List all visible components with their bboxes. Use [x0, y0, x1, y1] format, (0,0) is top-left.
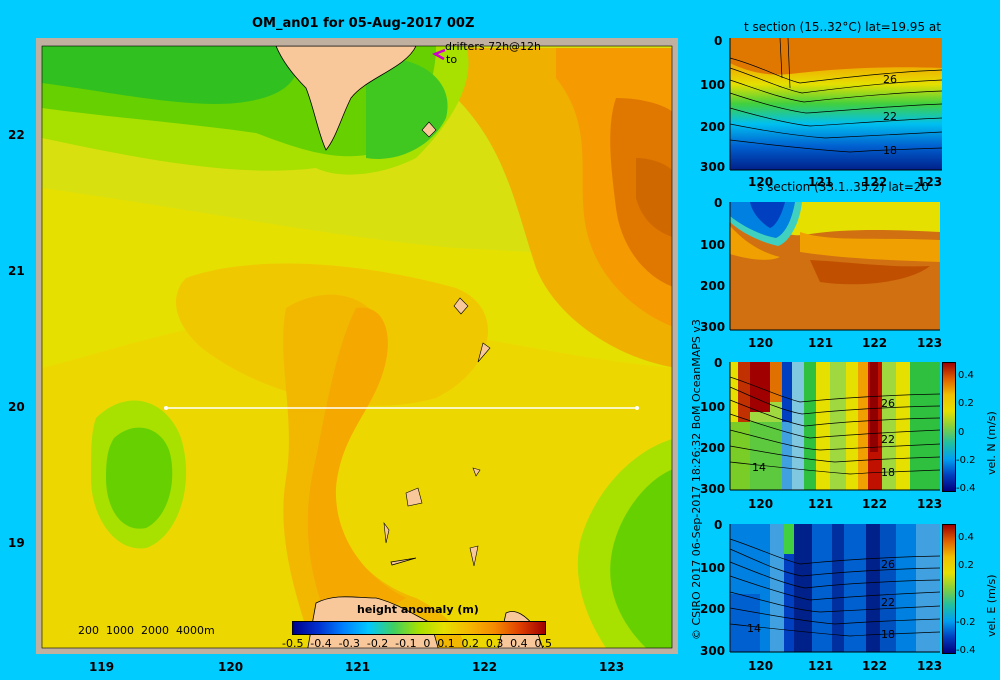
- panel-1-contour-22: 22: [883, 110, 897, 123]
- panel-3-lon-123: 123: [917, 497, 943, 511]
- panel-4-contour-14: 14: [747, 622, 761, 635]
- panel-3-colorbar: [942, 362, 956, 492]
- panel-3-colorbar-label: vel. N (m/s): [985, 411, 998, 475]
- lat-tick-21: 21: [8, 264, 25, 278]
- panel-2-lon-120: 120: [748, 336, 774, 350]
- colorbar-title: height anomaly (m): [357, 603, 479, 616]
- panel-3-depth-300: 300: [700, 482, 726, 496]
- panel-2-depth-0: 0: [714, 196, 723, 210]
- drifter-track-icon: [432, 48, 446, 61]
- panel-3-cb-0.4: 0.4: [958, 370, 974, 381]
- panel-2-lon-121: 121: [808, 336, 834, 350]
- salinity-section: [729, 202, 940, 331]
- panel-3-contour-18: 18: [881, 466, 895, 479]
- temperature-section: [729, 37, 943, 171]
- panel-3-cb-0: 0: [958, 427, 965, 438]
- panel-3-lon-121: 121: [808, 497, 834, 511]
- lat-tick-22: 22: [8, 128, 25, 142]
- panel-4-lon-120: 120: [748, 659, 774, 673]
- panel-3-contour-26: 26: [881, 397, 895, 410]
- drifters-label: drifters 72h@12h: [445, 40, 542, 53]
- lon-tick-123: 123: [599, 660, 625, 674]
- panel-4-contour-18: 18: [881, 628, 895, 641]
- panel-1-lon-123: 123: [917, 175, 943, 189]
- panel-2-depth-100: 100: [700, 238, 726, 252]
- main-map-title: OM_an01 for 05-Aug-2017 00Z: [252, 16, 475, 31]
- panel-3-depth-200: 200: [700, 441, 726, 455]
- credit-text: © CSIRO 2017 06-Sep-2017 18:26:32 BoM Oc…: [690, 319, 703, 640]
- panel-4-colorbar: [942, 524, 956, 654]
- panel-4-cb-0.4: 0.4: [958, 532, 974, 543]
- panel-4-cb-0.2: 0.2: [958, 560, 974, 571]
- panel-1-lon-121: 121: [808, 175, 834, 189]
- panel-3-depth-100: 100: [700, 400, 726, 414]
- lon-tick-120: 120: [218, 660, 244, 674]
- panel-1-depth-200: 200: [700, 120, 726, 134]
- velocity-north-section: [729, 362, 941, 491]
- panel-2-depth-300: 300: [700, 320, 726, 334]
- panel-4-cb-0: 0: [958, 589, 965, 600]
- panel-2-depth-200: 200: [700, 279, 726, 293]
- panel-2-lon-123: 123: [917, 336, 943, 350]
- depth-legend: 200 1000 2000 4000m: [78, 624, 215, 637]
- lon-tick-122: 122: [472, 660, 498, 674]
- height-anomaly-map: [36, 38, 678, 654]
- panel-1-lon-122: 122: [862, 175, 888, 189]
- panel-4-contour-26: 26: [881, 558, 895, 571]
- panel-4-depth-200: 200: [700, 602, 726, 616]
- panel-3-contour-14: 14: [752, 461, 766, 474]
- panel-3-lon-120: 120: [748, 497, 774, 511]
- panel-3-cb--0.2: -0.2: [956, 455, 976, 466]
- panel-3-depth-0: 0: [714, 356, 723, 370]
- panel-4-depth-0: 0: [714, 518, 723, 532]
- panel-4-depth-300: 300: [700, 644, 726, 658]
- panel-3-contour-22: 22: [881, 433, 895, 446]
- lon-tick-119: 119: [89, 660, 115, 674]
- panel-4-cb--0.2: -0.2: [956, 617, 976, 628]
- panel-1-lon-120: 120: [748, 175, 774, 189]
- panel-1-depth-100: 100: [700, 78, 726, 92]
- panel-3-cb-0.2: 0.2: [958, 398, 974, 409]
- panel-4-depth-100: 100: [700, 561, 726, 575]
- panel-4-cb--0.4: -0.4: [956, 645, 976, 656]
- panel-1-depth-0: 0: [714, 34, 723, 48]
- panel-4-colorbar-label: vel. E (m/s): [985, 574, 998, 637]
- panel-4-lon-121: 121: [808, 659, 834, 673]
- panel-2-title: s section (33.1..35.2) lat=20: [757, 180, 930, 194]
- panel-1-contour-18: 18: [883, 144, 897, 157]
- height-colorbar: [292, 621, 546, 635]
- panel-2-lon-122: 122: [862, 336, 888, 350]
- lat-tick-19: 19: [8, 536, 25, 550]
- panel-4-lon-122: 122: [862, 659, 888, 673]
- panel-4-contour-22: 22: [881, 596, 895, 609]
- drifters-to-label: to: [446, 53, 458, 66]
- velocity-east-section: [729, 524, 941, 653]
- lon-tick-121: 121: [345, 660, 371, 674]
- colorbar-ticks: -0.5 -0.4 -0.3 -0.2 -0.1 0 0.1 0.2 0.3 0…: [282, 637, 552, 650]
- panel-1-title: t section (15..32°C) lat=19.95 at: [744, 20, 941, 34]
- panel-1-depth-300: 300: [700, 160, 726, 174]
- lat-tick-20: 20: [8, 400, 25, 414]
- panel-4-lon-123: 123: [917, 659, 943, 673]
- panel-3-lon-122: 122: [862, 497, 888, 511]
- panel-1-contour-26: 26: [883, 73, 897, 86]
- panel-3-cb--0.4: -0.4: [956, 483, 976, 494]
